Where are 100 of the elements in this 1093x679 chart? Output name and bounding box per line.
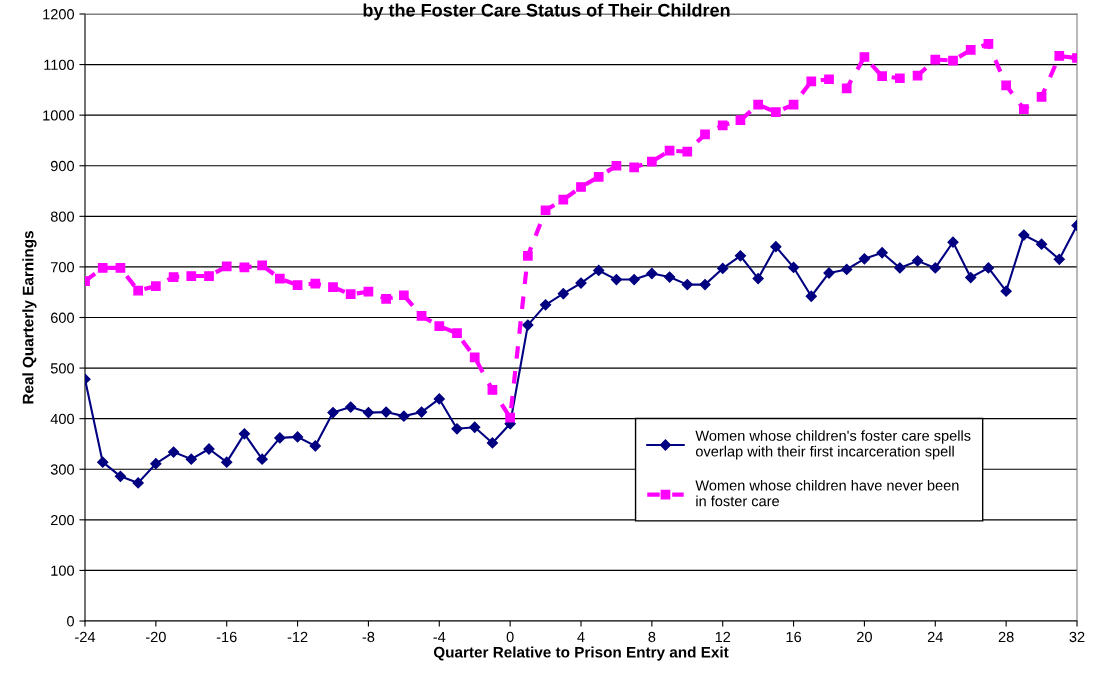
x-tick-label: -12 [287,631,308,642]
point [611,160,622,171]
point [858,253,871,265]
point [167,446,180,458]
x-tick-label: 8 [648,631,656,643]
x-tick-label: -4 [433,631,446,642]
point [274,432,286,444]
point [434,321,445,331]
point [115,263,126,273]
y-tick-label: 300 [50,464,75,475]
y-tick-label: 400 [50,413,75,425]
point [539,299,552,311]
point [576,182,586,192]
x-tick-label: 12 [715,631,731,642]
point [806,76,817,87]
point [256,453,268,465]
legend-label: Women whose children have never been in foster care [695,479,959,507]
point [221,261,232,272]
point [433,393,445,405]
point [540,205,551,216]
point [274,273,285,284]
point [292,280,303,290]
x-tick-label: 16 [786,631,802,643]
point [752,272,764,285]
point [629,162,640,173]
x-tick-label: 24 [927,631,943,642]
x-tick-label: 32 [1069,631,1085,643]
point [186,271,197,281]
point [965,45,976,55]
point [451,423,463,435]
point [309,440,321,452]
point [663,271,676,283]
point [469,352,480,363]
point [1001,80,1012,91]
point [362,406,375,419]
point [291,431,304,443]
point [753,99,764,110]
x-tick-label: -24 [75,631,96,642]
point [699,279,711,291]
point [486,437,499,449]
point [876,247,888,259]
x-tick-label: 20 [857,631,872,643]
point [646,267,658,280]
point [646,156,657,167]
point [593,264,605,277]
point [911,255,924,267]
point [345,289,356,300]
point [610,273,623,286]
y-tick-label: 800 [50,211,75,222]
point [327,406,339,419]
point [150,458,162,470]
point [841,83,852,94]
point [894,262,906,274]
y-tick-label: 600 [50,312,75,323]
y-tick-label: 1100 [44,59,75,71]
point [398,410,410,422]
point [363,286,374,297]
point [700,129,710,140]
point [557,288,569,300]
point [257,260,268,271]
point [735,115,746,126]
y-tick-label: 100 [51,565,75,576]
point [1035,238,1048,250]
y-tick-label: 0 [67,616,75,627]
point [487,384,498,395]
point [558,194,569,205]
point [1000,285,1012,297]
point [522,250,533,261]
point [717,120,728,131]
point [929,262,941,274]
point [965,271,977,284]
point [185,453,197,465]
point [522,319,534,331]
point [97,456,109,468]
point [97,263,108,273]
point [593,172,604,182]
point [238,428,251,440]
point [912,70,923,81]
point [1036,92,1047,102]
y-axis-title: Real Quarterly Earnings [22,231,37,404]
point [1053,253,1065,265]
point [416,311,427,321]
point [734,250,747,262]
point [770,241,782,253]
point [221,456,233,468]
point [381,293,392,304]
point [805,290,817,302]
point [983,38,994,49]
point [398,290,409,301]
point [345,401,357,413]
point [310,278,321,289]
point [947,236,959,248]
y-tick-label: 700 [51,262,75,273]
chart-title: by the Foster Care Status of Their Children [363,3,730,21]
x-tick-label: 28 [998,631,1014,643]
x-tick-label: -16 [216,631,237,643]
point [681,279,693,291]
point [204,271,214,281]
y-tick-label: 1200 [43,9,75,20]
x-axis-title: Quarter Relative to Prison Entry and Exit [433,646,729,661]
